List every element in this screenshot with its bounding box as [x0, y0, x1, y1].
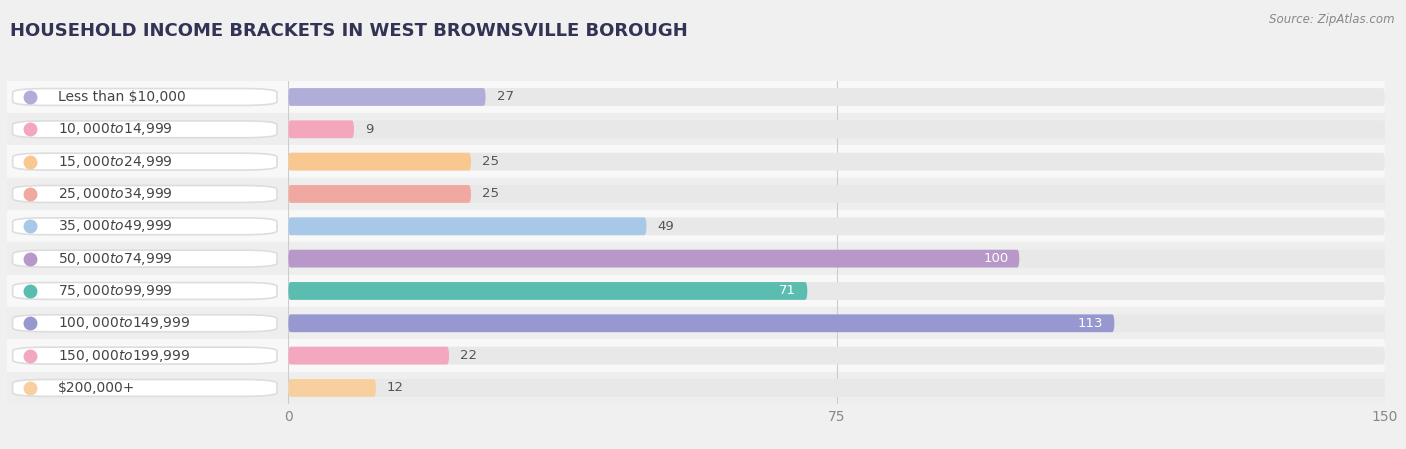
FancyBboxPatch shape: [288, 314, 1115, 332]
Bar: [7, 242, 288, 275]
Text: 25: 25: [482, 155, 499, 168]
FancyBboxPatch shape: [288, 217, 1385, 235]
Bar: [7, 210, 288, 242]
Bar: [288, 339, 1385, 372]
Bar: [288, 81, 1385, 113]
Text: $150,000 to $199,999: $150,000 to $199,999: [58, 348, 190, 364]
Text: $35,000 to $49,999: $35,000 to $49,999: [58, 218, 173, 234]
Bar: [288, 145, 1385, 178]
Text: Less than $10,000: Less than $10,000: [58, 90, 186, 104]
FancyBboxPatch shape: [13, 250, 277, 267]
FancyBboxPatch shape: [13, 185, 277, 202]
FancyBboxPatch shape: [13, 88, 277, 106]
Text: 71: 71: [779, 285, 796, 297]
FancyBboxPatch shape: [288, 185, 1385, 203]
FancyBboxPatch shape: [288, 120, 1385, 138]
Text: HOUSEHOLD INCOME BRACKETS IN WEST BROWNSVILLE BOROUGH: HOUSEHOLD INCOME BRACKETS IN WEST BROWNS…: [10, 22, 688, 40]
Text: 113: 113: [1078, 317, 1104, 330]
Bar: [7, 307, 288, 339]
Text: 9: 9: [366, 123, 374, 136]
FancyBboxPatch shape: [288, 185, 471, 203]
Text: 49: 49: [658, 220, 675, 233]
Bar: [7, 339, 288, 372]
Bar: [7, 81, 288, 113]
Bar: [7, 275, 288, 307]
FancyBboxPatch shape: [13, 347, 277, 364]
FancyBboxPatch shape: [288, 153, 1385, 171]
FancyBboxPatch shape: [13, 282, 277, 299]
FancyBboxPatch shape: [288, 347, 1385, 365]
FancyBboxPatch shape: [288, 379, 375, 397]
Text: $15,000 to $24,999: $15,000 to $24,999: [58, 154, 173, 170]
Text: 22: 22: [460, 349, 477, 362]
FancyBboxPatch shape: [288, 379, 1385, 397]
Bar: [7, 145, 288, 178]
Text: 12: 12: [387, 382, 404, 394]
Bar: [288, 242, 1385, 275]
Bar: [7, 372, 288, 404]
FancyBboxPatch shape: [13, 315, 277, 332]
FancyBboxPatch shape: [288, 88, 485, 106]
Text: $200,000+: $200,000+: [58, 381, 135, 395]
Text: $10,000 to $14,999: $10,000 to $14,999: [58, 121, 173, 137]
Bar: [288, 113, 1385, 145]
Text: $25,000 to $34,999: $25,000 to $34,999: [58, 186, 173, 202]
FancyBboxPatch shape: [288, 282, 807, 300]
FancyBboxPatch shape: [13, 379, 277, 396]
FancyBboxPatch shape: [288, 347, 449, 365]
Text: $75,000 to $99,999: $75,000 to $99,999: [58, 283, 173, 299]
Bar: [288, 178, 1385, 210]
FancyBboxPatch shape: [288, 217, 647, 235]
FancyBboxPatch shape: [13, 153, 277, 170]
Bar: [7, 113, 288, 145]
FancyBboxPatch shape: [288, 88, 1385, 106]
Text: Source: ZipAtlas.com: Source: ZipAtlas.com: [1270, 13, 1395, 26]
FancyBboxPatch shape: [288, 120, 354, 138]
Bar: [7, 178, 288, 210]
FancyBboxPatch shape: [288, 282, 1385, 300]
Bar: [288, 307, 1385, 339]
FancyBboxPatch shape: [288, 314, 1385, 332]
Text: 25: 25: [482, 188, 499, 200]
Bar: [288, 210, 1385, 242]
FancyBboxPatch shape: [288, 153, 471, 171]
FancyBboxPatch shape: [288, 250, 1019, 268]
Text: $50,000 to $74,999: $50,000 to $74,999: [58, 251, 173, 267]
FancyBboxPatch shape: [13, 121, 277, 138]
Text: $100,000 to $149,999: $100,000 to $149,999: [58, 315, 190, 331]
FancyBboxPatch shape: [13, 218, 277, 235]
Text: 27: 27: [496, 91, 513, 103]
Bar: [288, 275, 1385, 307]
FancyBboxPatch shape: [288, 250, 1385, 268]
Bar: [288, 372, 1385, 404]
Text: 100: 100: [983, 252, 1008, 265]
